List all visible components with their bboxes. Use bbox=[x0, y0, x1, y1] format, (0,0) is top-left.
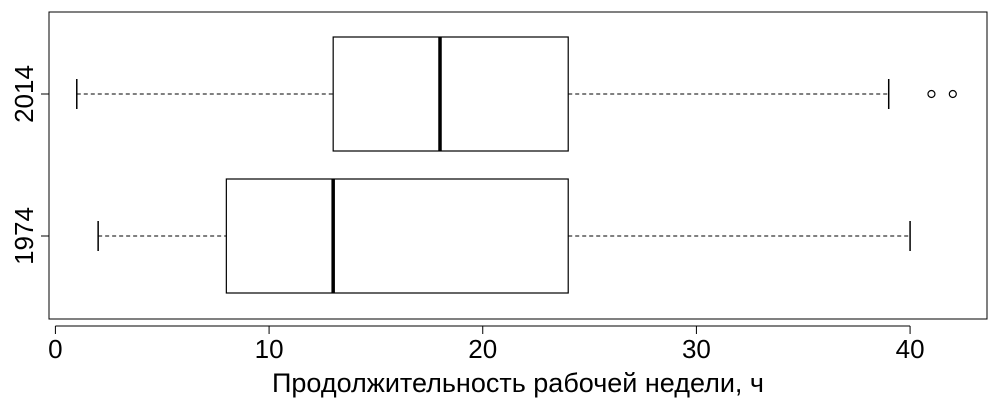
x-tick-label-0: 0 bbox=[48, 334, 62, 364]
x-tick-label-20: 20 bbox=[468, 334, 497, 364]
y-tick-label-1974: 1974 bbox=[9, 207, 39, 265]
x-tick-label-40: 40 bbox=[896, 334, 925, 364]
x-axis-ticks: 0 10 20 30 40 bbox=[48, 326, 925, 364]
plot-frame bbox=[48, 11, 988, 320]
x-tick-label-10: 10 bbox=[255, 334, 284, 364]
outlier-2014-0 bbox=[927, 89, 936, 99]
box-2014 bbox=[332, 36, 569, 152]
outlier-2014-1 bbox=[948, 89, 957, 99]
box-group: 2014 1974 bbox=[9, 36, 957, 294]
x-tick-label-30: 30 bbox=[682, 334, 711, 364]
x-axis-label: Продолжительность рабочей недели, ч bbox=[272, 368, 764, 398]
box-1974 bbox=[225, 178, 569, 294]
y-tick-label-2014: 2014 bbox=[9, 65, 39, 123]
